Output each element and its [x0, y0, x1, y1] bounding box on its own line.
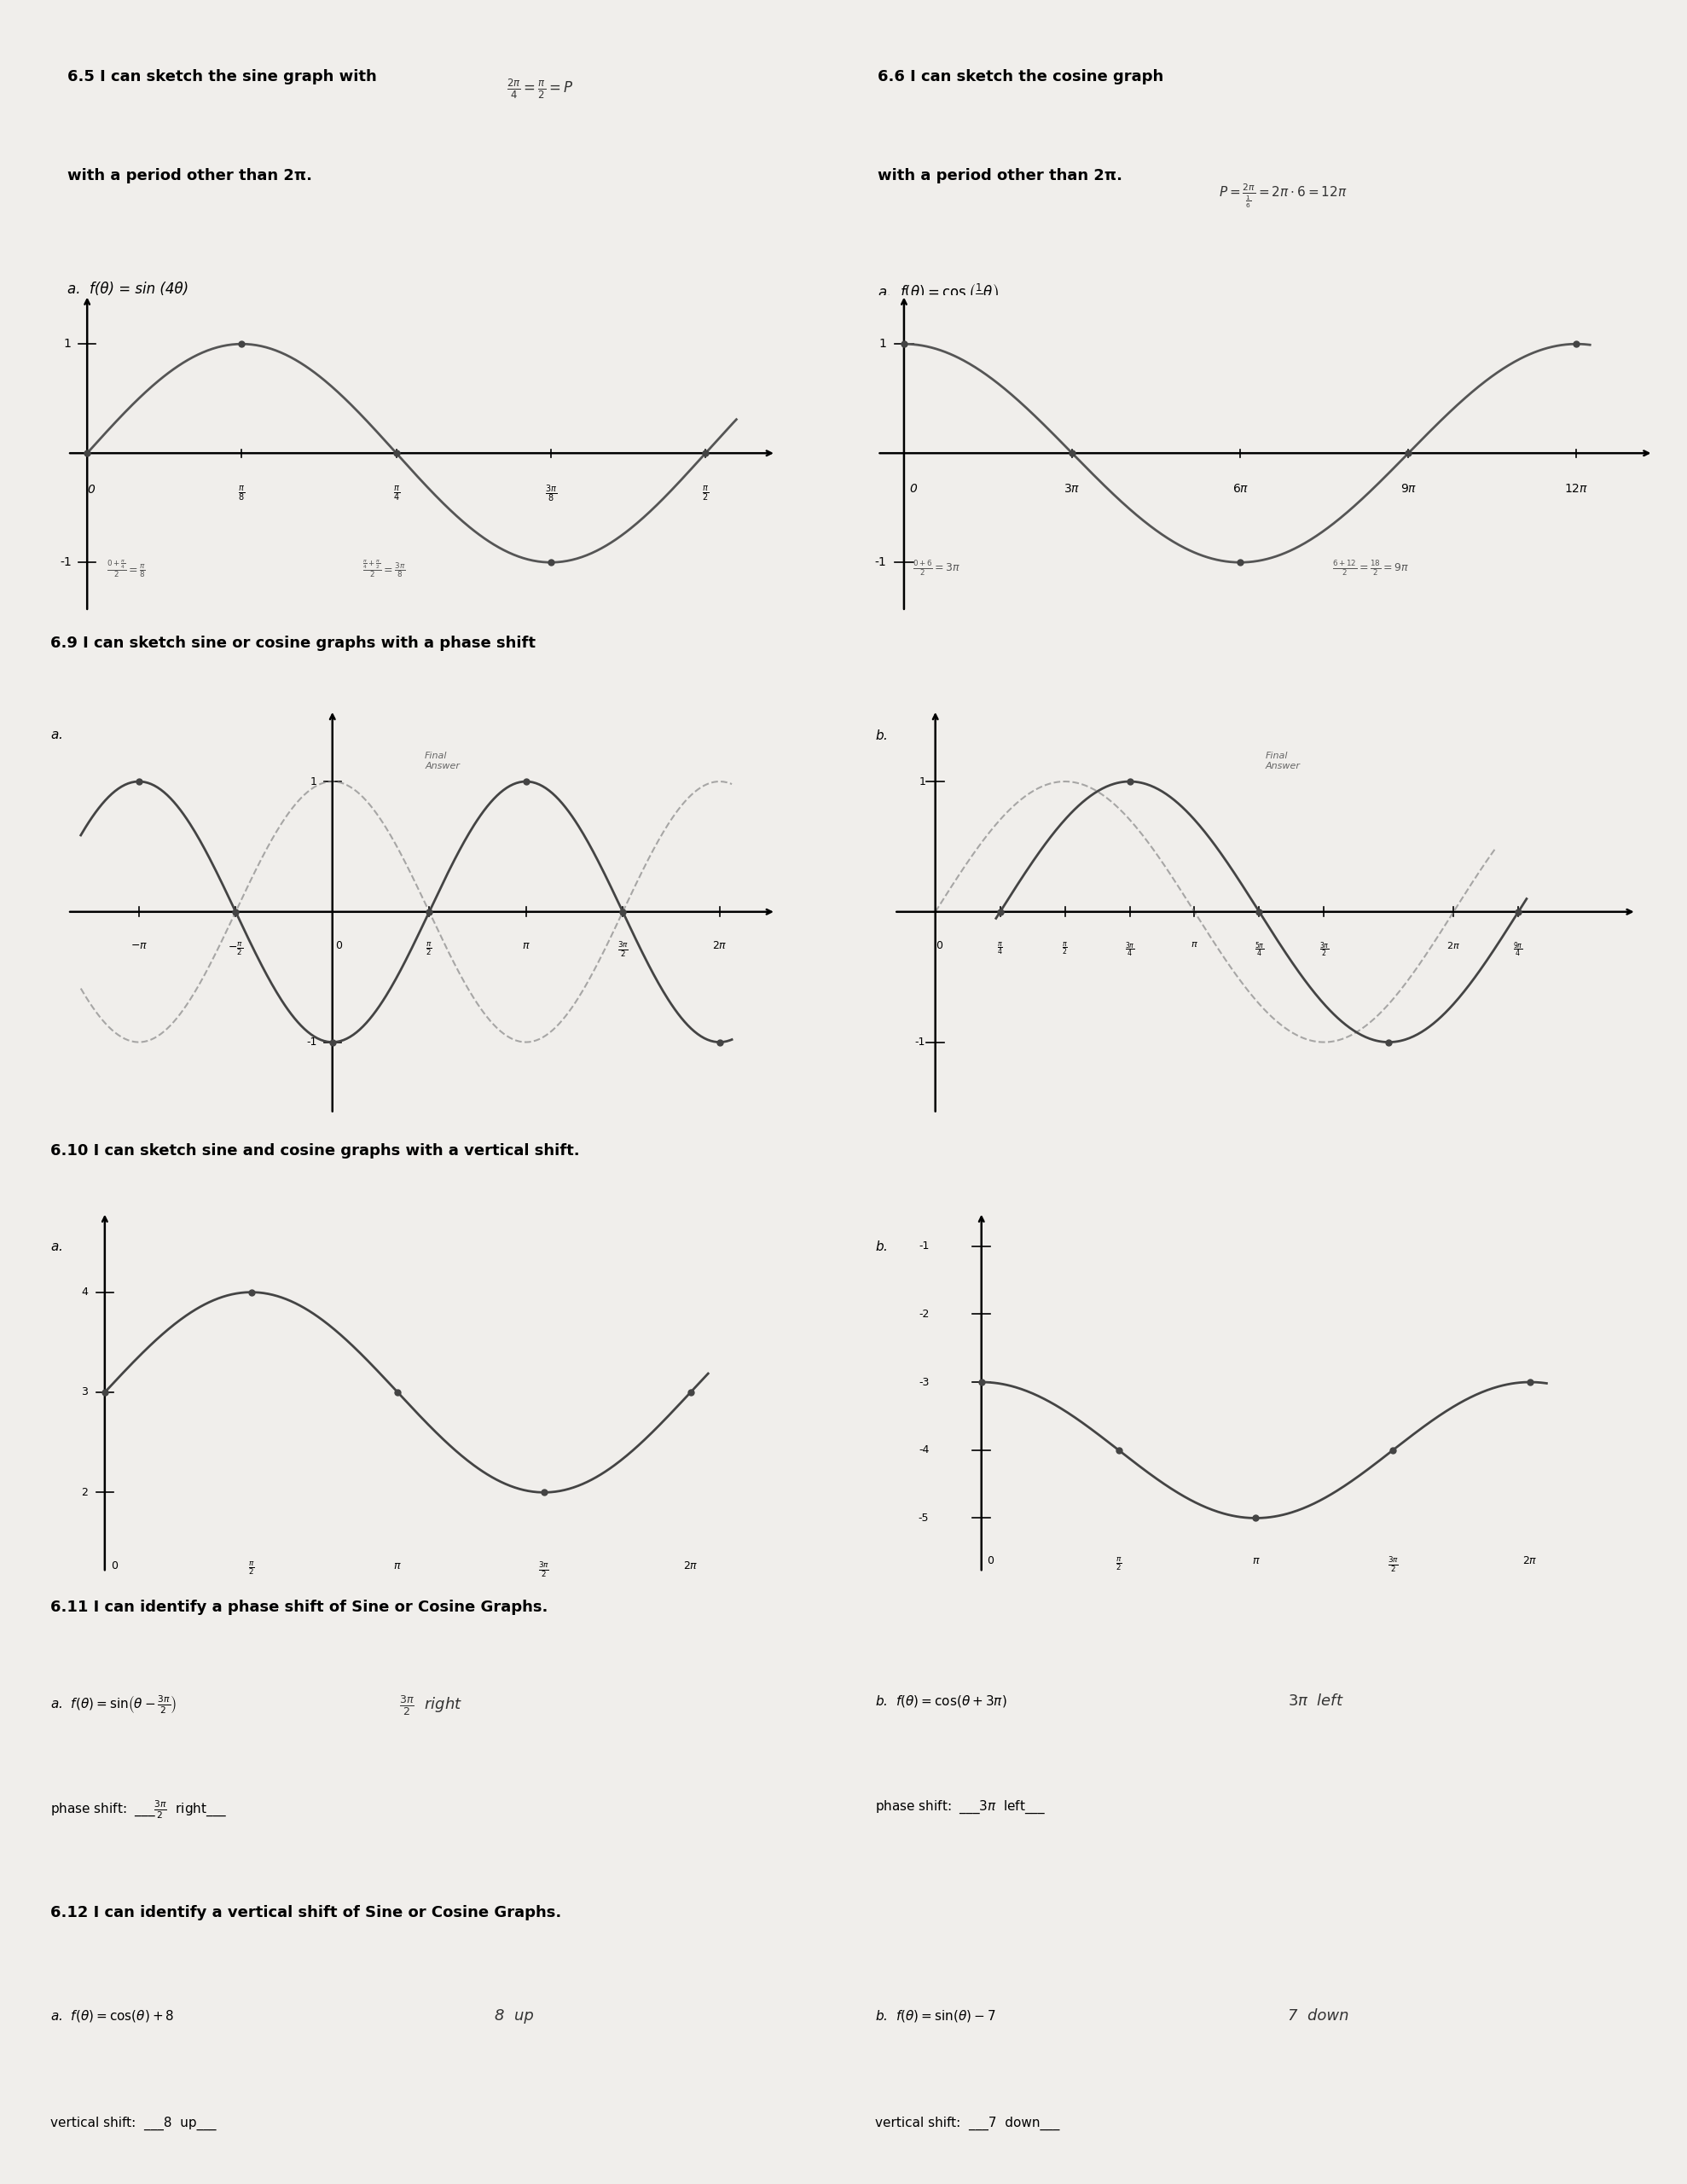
Text: a.  $f(\theta) = \sin(\theta) + 3$: a. $f(\theta) = \sin(\theta) + 3$ [51, 1238, 172, 1254]
Text: a.  $f(\theta) = \cos(\theta) + 8$: a. $f(\theta) = \cos(\theta) + 8$ [51, 2009, 175, 2025]
Text: $\frac{\frac{\pi}{4}+\frac{\pi}{2}}{2} = \frac{3\pi}{8}$: $\frac{\frac{\pi}{4}+\frac{\pi}{2}}{2} =… [363, 557, 407, 579]
Text: 0: 0 [88, 483, 94, 496]
Text: $12\pi$: $12\pi$ [1564, 483, 1589, 494]
Text: $9\pi$: $9\pi$ [1400, 483, 1417, 494]
Text: $\frac{\pi}{2}$: $\frac{\pi}{2}$ [1115, 1555, 1122, 1572]
Text: $\frac{\pi}{2}$: $\frac{\pi}{2}$ [702, 483, 709, 502]
Text: with a period other than 2π.: with a period other than 2π. [67, 168, 312, 183]
Text: $\frac{\pi}{2}$: $\frac{\pi}{2}$ [425, 941, 432, 957]
Text: 3: 3 [81, 1387, 88, 1398]
Text: $\pi$: $\pi$ [1252, 1555, 1260, 1566]
Text: 4: 4 [81, 1286, 88, 1297]
Text: $\frac{2\pi}{4} = \frac{\pi}{2} = P$: $\frac{2\pi}{4} = \frac{\pi}{2} = P$ [506, 76, 574, 100]
Text: $\frac{3\pi}{8}$: $\frac{3\pi}{8}$ [545, 483, 557, 505]
Text: $\pi$: $\pi$ [393, 1559, 402, 1572]
Text: $\frac{3\pi}{2}$: $\frac{3\pi}{2}$ [1319, 941, 1329, 959]
Text: $\frac{6+12}{2} = \frac{18}{2} = 9\pi$: $\frac{6+12}{2} = \frac{18}{2} = 9\pi$ [1333, 559, 1409, 577]
Text: a.  f(θ) = sin (4θ): a. f(θ) = sin (4θ) [67, 282, 189, 297]
Text: phase shift:  ___$\frac{3\pi}{2}$  right___: phase shift: ___$\frac{3\pi}{2}$ right__… [51, 1800, 228, 1821]
Text: $\frac{\pi}{4}$: $\frac{\pi}{4}$ [997, 941, 1004, 957]
Text: a.  $f(\theta) = \cos(\theta + \pi)$    Phase shift  left  $\pi$  units: a. $f(\theta) = \cos(\theta + \pi)$ Phas… [51, 727, 349, 743]
Text: $-\frac{\pi}{2}$: $-\frac{\pi}{2}$ [228, 941, 243, 957]
Text: Final
Answer: Final Answer [425, 751, 461, 771]
Text: -1: -1 [914, 1037, 926, 1048]
Text: 6.5 I can sketch the sine graph with: 6.5 I can sketch the sine graph with [67, 68, 376, 85]
Text: phase shift:  ___$3\pi$  left___: phase shift: ___$3\pi$ left___ [876, 1800, 1046, 1815]
Text: b.  $f(\theta) = \cos(\theta + 3\pi)$: b. $f(\theta) = \cos(\theta + 3\pi)$ [876, 1695, 1007, 1710]
Text: 0: 0 [987, 1555, 994, 1566]
Text: $\frac{3\pi}{4}$: $\frac{3\pi}{4}$ [1125, 941, 1135, 959]
Text: $\frac{\pi}{4}$: $\frac{\pi}{4}$ [393, 483, 400, 502]
Text: -1: -1 [874, 557, 886, 568]
Text: $3\pi$: $3\pi$ [1064, 483, 1080, 494]
Text: $2\pi$: $2\pi$ [1523, 1555, 1537, 1566]
Text: b.  $f(\theta) = \sin(\theta - \frac{\pi}{4})$    Phase shift  right  $\frac{\pi: b. $f(\theta) = \sin(\theta - \frac{\pi}… [876, 727, 1137, 747]
Text: $\frac{3\pi}{2}$: $\frac{3\pi}{2}$ [1387, 1555, 1399, 1575]
Text: 2: 2 [81, 1487, 88, 1498]
Text: 1: 1 [879, 339, 886, 349]
Text: $2\pi$: $2\pi$ [712, 941, 727, 952]
Text: 0: 0 [909, 483, 916, 494]
Text: -3: -3 [918, 1376, 930, 1387]
Text: $3\pi$  left: $3\pi$ left [1287, 1695, 1343, 1710]
Text: vertical shift:  ___7  down___: vertical shift: ___7 down___ [876, 2116, 1059, 2129]
Text: $\frac{0+12}{2} = 6\pi$: $\frac{0+12}{2} = 6\pi$ [1483, 304, 1535, 323]
Text: -1: -1 [918, 1241, 930, 1251]
Text: 6.9 I can sketch sine or cosine graphs with a phase shift: 6.9 I can sketch sine or cosine graphs w… [51, 636, 536, 651]
Text: $-\pi$: $-\pi$ [130, 941, 147, 952]
Text: 7  down: 7 down [1287, 2009, 1348, 2025]
Text: 6.11 I can identify a phase shift of Sine or Cosine Graphs.: 6.11 I can identify a phase shift of Sin… [51, 1601, 548, 1616]
Text: $\frac{\pi}{2}$: $\frac{\pi}{2}$ [248, 1559, 255, 1577]
Text: 0: 0 [111, 1559, 118, 1572]
Text: 6.10 I can sketch sine and cosine graphs with a vertical shift.: 6.10 I can sketch sine and cosine graphs… [51, 1142, 580, 1158]
Text: -1: -1 [59, 557, 71, 568]
Text: $\frac{3\pi}{2}$: $\frac{3\pi}{2}$ [538, 1559, 550, 1579]
Text: a.  $f(\theta) = \sin\!\left(\theta - \frac{3\pi}{2}\right)$: a. $f(\theta) = \sin\!\left(\theta - \fr… [51, 1695, 177, 1717]
Text: 0: 0 [336, 941, 342, 952]
Text: 8  up: 8 up [494, 2009, 533, 2025]
Text: 1: 1 [919, 775, 926, 786]
Text: 0: 0 [936, 941, 943, 952]
Text: -5: -5 [918, 1514, 930, 1524]
Text: $\frac{5\pi}{4}$: $\frac{5\pi}{4}$ [1253, 941, 1264, 959]
Text: with a period other than 2π.: with a period other than 2π. [877, 168, 1122, 183]
Text: 1: 1 [310, 775, 317, 786]
Text: $6\pi$: $6\pi$ [1232, 483, 1248, 494]
Text: -1: -1 [307, 1037, 317, 1048]
Text: 1: 1 [64, 339, 71, 349]
Text: vertical shift:  ___8  up___: vertical shift: ___8 up___ [51, 2116, 216, 2129]
Text: b.  $f(\theta) = \cos(\theta) - 4$: b. $f(\theta) = \cos(\theta) - 4$ [876, 1238, 1000, 1254]
Text: -2: -2 [918, 1308, 930, 1319]
Text: $\frac{9\pi}{4}$: $\frac{9\pi}{4}$ [1513, 941, 1523, 959]
Text: $\frac{3\pi}{2}$: $\frac{3\pi}{2}$ [617, 941, 628, 959]
Text: $\pi$: $\pi$ [1191, 941, 1198, 950]
Text: Final
Answer: Final Answer [1265, 751, 1301, 771]
Text: b.  $f(\theta) = \sin(\theta) - 7$: b. $f(\theta) = \sin(\theta) - 7$ [876, 2009, 995, 2025]
Text: $\pi$: $\pi$ [521, 941, 530, 952]
Text: $\frac{0+\frac{\pi}{4}}{2} = \frac{\pi}{8}$: $\frac{0+\frac{\pi}{4}}{2} = \frac{\pi}{… [106, 557, 145, 579]
Text: 6.12 I can identify a vertical shift of Sine or Cosine Graphs.: 6.12 I can identify a vertical shift of … [51, 1904, 562, 1920]
Text: $\frac{3\pi}{2}$  right: $\frac{3\pi}{2}$ right [400, 1695, 462, 1717]
Text: $2\pi$: $2\pi$ [1447, 941, 1461, 950]
Text: $\frac{0+6}{2} = 3\pi$: $\frac{0+6}{2} = 3\pi$ [913, 559, 962, 577]
Text: $\frac{\pi}{2}$: $\frac{\pi}{2}$ [1061, 941, 1068, 957]
Text: $2\pi$: $2\pi$ [683, 1559, 698, 1572]
Text: 6.6 I can sketch the cosine graph: 6.6 I can sketch the cosine graph [877, 68, 1162, 85]
Text: a.  $f(\theta) = \cos\left(\frac{1}{6}\theta\right)$: a. $f(\theta) = \cos\left(\frac{1}{6}\th… [877, 282, 999, 306]
Text: -4: -4 [918, 1444, 930, 1457]
Text: $P = \frac{2\pi}{\frac{1}{6}} = 2\pi \cdot 6 = 12\pi$: $P = \frac{2\pi}{\frac{1}{6}} = 2\pi \cd… [1218, 183, 1348, 210]
Text: $\frac{\pi}{8}$: $\frac{\pi}{8}$ [238, 483, 245, 502]
